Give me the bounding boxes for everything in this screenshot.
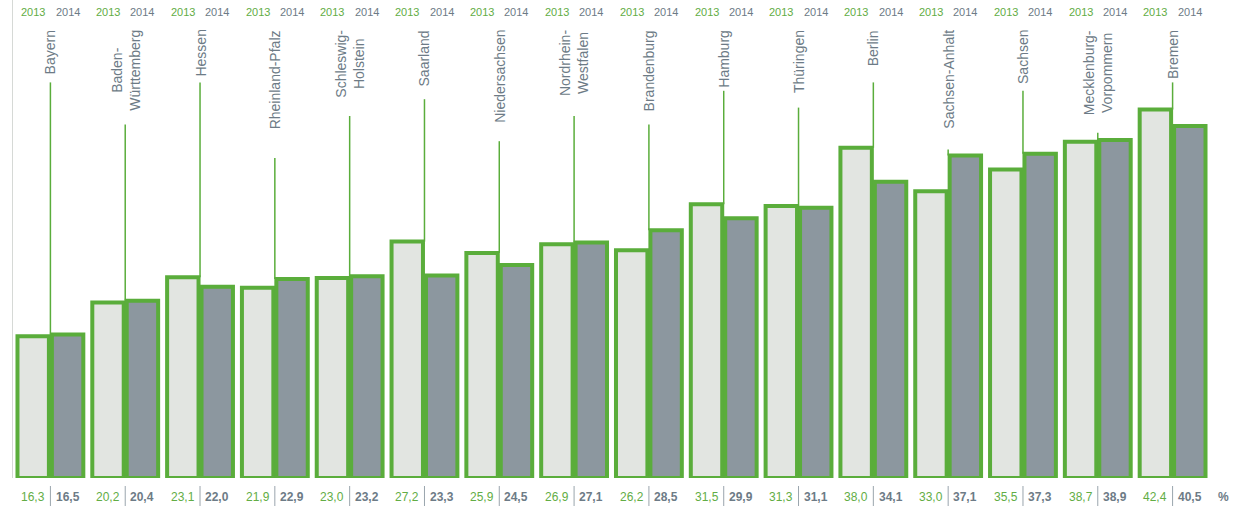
- svg-text:Brandenburg: Brandenburg: [641, 30, 657, 111]
- svg-text:2013: 2013: [21, 6, 45, 18]
- svg-text:16,5: 16,5: [56, 490, 80, 504]
- svg-text:21,9: 21,9: [246, 490, 270, 504]
- svg-text:34,1: 34,1: [879, 490, 903, 504]
- svg-text:2013: 2013: [695, 6, 719, 18]
- svg-text:23,2: 23,2: [355, 490, 379, 504]
- svg-text:Saarland: Saarland: [416, 30, 432, 86]
- svg-text:38,0: 38,0: [844, 490, 868, 504]
- svg-text:2013: 2013: [545, 6, 569, 18]
- svg-text:27,2: 27,2: [395, 490, 419, 504]
- svg-text:2014: 2014: [1178, 6, 1202, 18]
- svg-text:2014: 2014: [130, 6, 154, 18]
- svg-text:Baden-Württemberg: Baden-Württemberg: [109, 30, 143, 111]
- svg-text:2014: 2014: [804, 6, 828, 18]
- svg-text:2013: 2013: [769, 6, 793, 18]
- svg-text:24,5: 24,5: [504, 490, 528, 504]
- svg-text:2013: 2013: [395, 6, 419, 18]
- svg-text:Sachsen-Anhalt: Sachsen-Anhalt: [941, 30, 957, 129]
- svg-text:22,0: 22,0: [205, 490, 229, 504]
- svg-text:Berlin: Berlin: [865, 31, 881, 67]
- svg-text:23,1: 23,1: [171, 490, 195, 504]
- svg-text:23,0: 23,0: [320, 490, 344, 504]
- svg-text:26,2: 26,2: [620, 490, 644, 504]
- svg-text:Mecklenburg-Vorpommern: Mecklenburg-Vorpommern: [1081, 30, 1115, 115]
- svg-text:27,1: 27,1: [579, 490, 603, 504]
- svg-text:2014: 2014: [729, 6, 753, 18]
- svg-text:Hamburg: Hamburg: [716, 30, 732, 88]
- svg-text:2013: 2013: [1069, 6, 1093, 18]
- svg-text:2013: 2013: [470, 6, 494, 18]
- svg-text:2014: 2014: [205, 6, 229, 18]
- svg-text:2014: 2014: [579, 6, 603, 18]
- svg-text:Schleswig-Holstein: Schleswig-Holstein: [333, 30, 367, 98]
- svg-text:2014: 2014: [1028, 6, 1052, 18]
- svg-text:28,5: 28,5: [654, 490, 678, 504]
- svg-text:35,5: 35,5: [994, 490, 1018, 504]
- svg-text:2014: 2014: [654, 6, 678, 18]
- svg-text:2014: 2014: [1103, 6, 1127, 18]
- svg-text:2014: 2014: [953, 6, 977, 18]
- svg-text:20,2: 20,2: [96, 490, 120, 504]
- svg-text:2013: 2013: [844, 6, 868, 18]
- svg-text:31,3: 31,3: [769, 490, 793, 504]
- svg-text:2013: 2013: [620, 6, 644, 18]
- svg-text:40,5: 40,5: [1178, 490, 1202, 504]
- svg-text:29,9: 29,9: [729, 490, 753, 504]
- svg-text:25,9: 25,9: [470, 490, 494, 504]
- svg-text:37,3: 37,3: [1028, 490, 1052, 504]
- svg-text:Rheinland-Pfalz: Rheinland-Pfalz: [267, 30, 283, 129]
- svg-text:2014: 2014: [430, 6, 454, 18]
- svg-text:2014: 2014: [56, 6, 80, 18]
- svg-text:%: %: [1218, 490, 1229, 504]
- svg-text:Sachsen: Sachsen: [1015, 29, 1031, 83]
- svg-text:Hessen: Hessen: [193, 29, 209, 76]
- svg-text:Bremen: Bremen: [1165, 30, 1181, 79]
- svg-text:Niedersachsen: Niedersachsen: [492, 29, 508, 122]
- svg-text:2014: 2014: [879, 6, 903, 18]
- svg-text:31,5: 31,5: [695, 490, 719, 504]
- svg-text:2014: 2014: [355, 6, 379, 18]
- svg-text:31,1: 31,1: [804, 490, 828, 504]
- svg-text:2013: 2013: [246, 6, 270, 18]
- svg-text:38,7: 38,7: [1069, 490, 1093, 504]
- svg-text:20,4: 20,4: [130, 490, 154, 504]
- svg-text:2013: 2013: [96, 6, 120, 18]
- svg-text:2013: 2013: [1143, 6, 1167, 18]
- svg-text:23,3: 23,3: [430, 490, 454, 504]
- svg-text:42,4: 42,4: [1143, 490, 1167, 504]
- svg-text:16,3: 16,3: [21, 490, 45, 504]
- svg-text:2013: 2013: [994, 6, 1018, 18]
- svg-text:2013: 2013: [919, 6, 943, 18]
- svg-text:26,9: 26,9: [545, 490, 569, 504]
- svg-text:2014: 2014: [504, 6, 528, 18]
- svg-text:22,9: 22,9: [280, 490, 304, 504]
- svg-text:2014: 2014: [280, 6, 304, 18]
- svg-text:37,1: 37,1: [953, 490, 977, 504]
- svg-text:2013: 2013: [320, 6, 344, 18]
- svg-text:Bayern: Bayern: [42, 30, 58, 74]
- svg-text:Thüringen: Thüringen: [791, 30, 807, 93]
- svg-text:38,9: 38,9: [1103, 490, 1127, 504]
- svg-text:33,0: 33,0: [919, 490, 943, 504]
- svg-text:2013: 2013: [171, 6, 195, 18]
- svg-text:Nordrhein-Westfalen: Nordrhein-Westfalen: [557, 30, 591, 96]
